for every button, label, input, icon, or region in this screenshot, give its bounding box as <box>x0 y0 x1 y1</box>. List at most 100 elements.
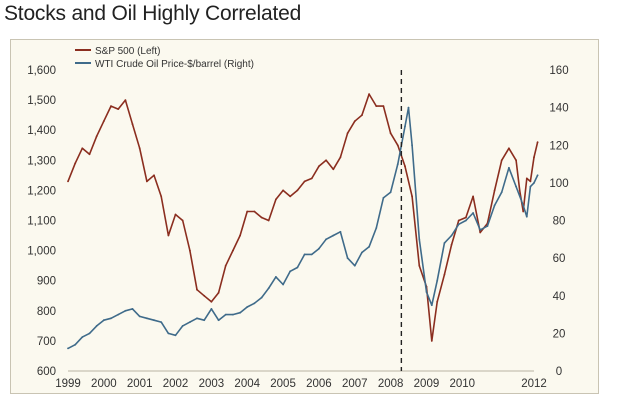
sp500-legend-label: S&P 500 (Left) <box>95 46 160 57</box>
wti-oil-data-point <box>407 106 410 109</box>
sp500-data-point <box>88 153 91 156</box>
sp500-data-point <box>443 273 446 276</box>
left-tick-label: 700 <box>37 336 56 348</box>
sp500-data-point <box>536 141 539 144</box>
legend: S&P 500 (Left) WTI Crude Oil Price-$/barr… <box>75 46 254 70</box>
wti-oil-data-point <box>472 212 474 214</box>
wti-oil-data-point <box>110 317 112 320</box>
sp500-data-point <box>525 177 528 180</box>
left-tick-label: 1,100 <box>27 216 56 228</box>
sp500-data-point <box>181 219 184 222</box>
wti-oil-data-point <box>525 215 528 218</box>
left-tick-label: 1,400 <box>27 125 56 137</box>
wti-oil-legend-label: WTI Crude Oil Price-$/barrel (Right) <box>95 59 254 70</box>
wti-oil-data-point <box>318 247 320 250</box>
sp500-data-point <box>518 189 521 192</box>
wti-oil-data-point <box>536 174 539 177</box>
sp500-data-point <box>239 234 242 237</box>
wti-oil-data-point <box>375 227 378 229</box>
sp500-data-point <box>479 231 482 234</box>
wti-oil-series-line <box>67 106 539 350</box>
sp500-data-point <box>515 159 517 162</box>
right-tick-label: 60 <box>553 253 566 265</box>
left-tick-label: 1,000 <box>27 246 56 258</box>
wti-oil-data-point <box>500 191 503 194</box>
wti-oil-data-point <box>275 276 277 278</box>
x-tick-label: 2002 <box>163 378 189 390</box>
wti-oil-data-point <box>430 304 433 307</box>
sp500-data-point <box>457 219 460 222</box>
sp500-data-point <box>67 180 69 183</box>
sp500-data-point <box>160 195 163 198</box>
wti-oil-data-point <box>296 266 299 269</box>
sp500-data-point <box>124 99 127 101</box>
x-tick-label: 2010 <box>450 378 476 390</box>
sp500-data-point <box>203 294 206 297</box>
wti-oil-data-point <box>81 336 84 338</box>
sp500-data-point <box>174 213 177 216</box>
x-tick-label: 1999 <box>55 378 81 390</box>
x-axis: 1999 2000 2001 2002 2003 2004 2005 2006 2007 2008… <box>55 378 547 390</box>
wti-oil-data-point <box>418 238 421 241</box>
sp500-data-point <box>389 132 392 135</box>
sp500-data-point <box>267 219 270 222</box>
sp500-data-point <box>465 216 467 219</box>
left-tick-label: 900 <box>37 276 56 288</box>
x-tick-label: 2003 <box>199 378 225 390</box>
x-tick-label: 2012 <box>521 378 547 390</box>
sp500-data-point <box>282 189 284 192</box>
sp500-data-point <box>472 195 474 198</box>
sp500-data-point <box>224 264 227 267</box>
sp500-data-point <box>74 162 77 165</box>
sp500-data-point <box>232 249 234 252</box>
wti-oil-data-point <box>310 253 313 256</box>
wti-oil-data-point <box>131 308 134 310</box>
wti-oil-data-point <box>174 334 177 337</box>
x-tick-label: 2008 <box>378 378 404 390</box>
wti-oil-data-point <box>196 317 198 320</box>
wti-oil-data-point <box>515 185 517 188</box>
sp500-data-point <box>81 147 84 150</box>
sp500-data-point <box>246 210 249 213</box>
wti-oil-data-point <box>533 182 535 184</box>
sp500-data-point <box>196 288 198 291</box>
wti-oil-data-point <box>486 225 489 228</box>
left-axis: 1,600 1,500 1,400 1,300 1,200 1,100 1,000 900 80… <box>27 65 56 378</box>
left-tick-label: 800 <box>37 306 56 318</box>
left-tick-label: 1,600 <box>27 65 56 77</box>
sp500-data-point <box>318 165 320 168</box>
wti-oil-data-point <box>411 144 413 147</box>
wti-oil-data-point <box>260 296 263 299</box>
wti-oil-data-point <box>74 343 77 346</box>
x-tick-label: 2007 <box>342 378 368 390</box>
wti-oil-data-point <box>425 291 428 293</box>
sp500-data-point <box>436 300 439 303</box>
sp500-data-point <box>253 210 256 213</box>
left-tick-label: 1,200 <box>27 185 56 197</box>
sp500-data-point <box>102 120 105 123</box>
wti-oil-data-point <box>267 287 270 290</box>
sp500-data-point <box>375 105 378 107</box>
right-axis: 160 140 120 100 80 60 40 20 0 <box>549 65 568 378</box>
x-tick-label: 2000 <box>91 378 117 390</box>
sp500-data-point <box>310 177 313 180</box>
wti-oil-data-point <box>253 302 256 305</box>
right-tick-label: 100 <box>549 178 568 190</box>
wti-oil-data-point <box>181 325 184 327</box>
sp500-data-point <box>153 174 155 177</box>
sp500-data-point <box>296 189 299 192</box>
wti-oil-data-point <box>457 223 460 226</box>
wti-oil-data-point <box>508 166 510 169</box>
wti-oil-data-point <box>436 279 439 282</box>
wti-oil-data-point <box>160 321 163 323</box>
wti-oil-data-point <box>465 219 467 222</box>
wti-oil-data-point <box>88 332 91 335</box>
sp500-data-point <box>382 105 385 107</box>
wti-oil-data-point <box>479 229 482 231</box>
wti-oil-data-point <box>303 253 306 256</box>
left-tick-label: 600 <box>37 366 56 378</box>
sp500-data-point <box>430 340 433 342</box>
sp500-data-point <box>260 216 263 219</box>
wti-oil-data-point <box>382 197 385 199</box>
wti-oil-data-point <box>332 234 335 237</box>
